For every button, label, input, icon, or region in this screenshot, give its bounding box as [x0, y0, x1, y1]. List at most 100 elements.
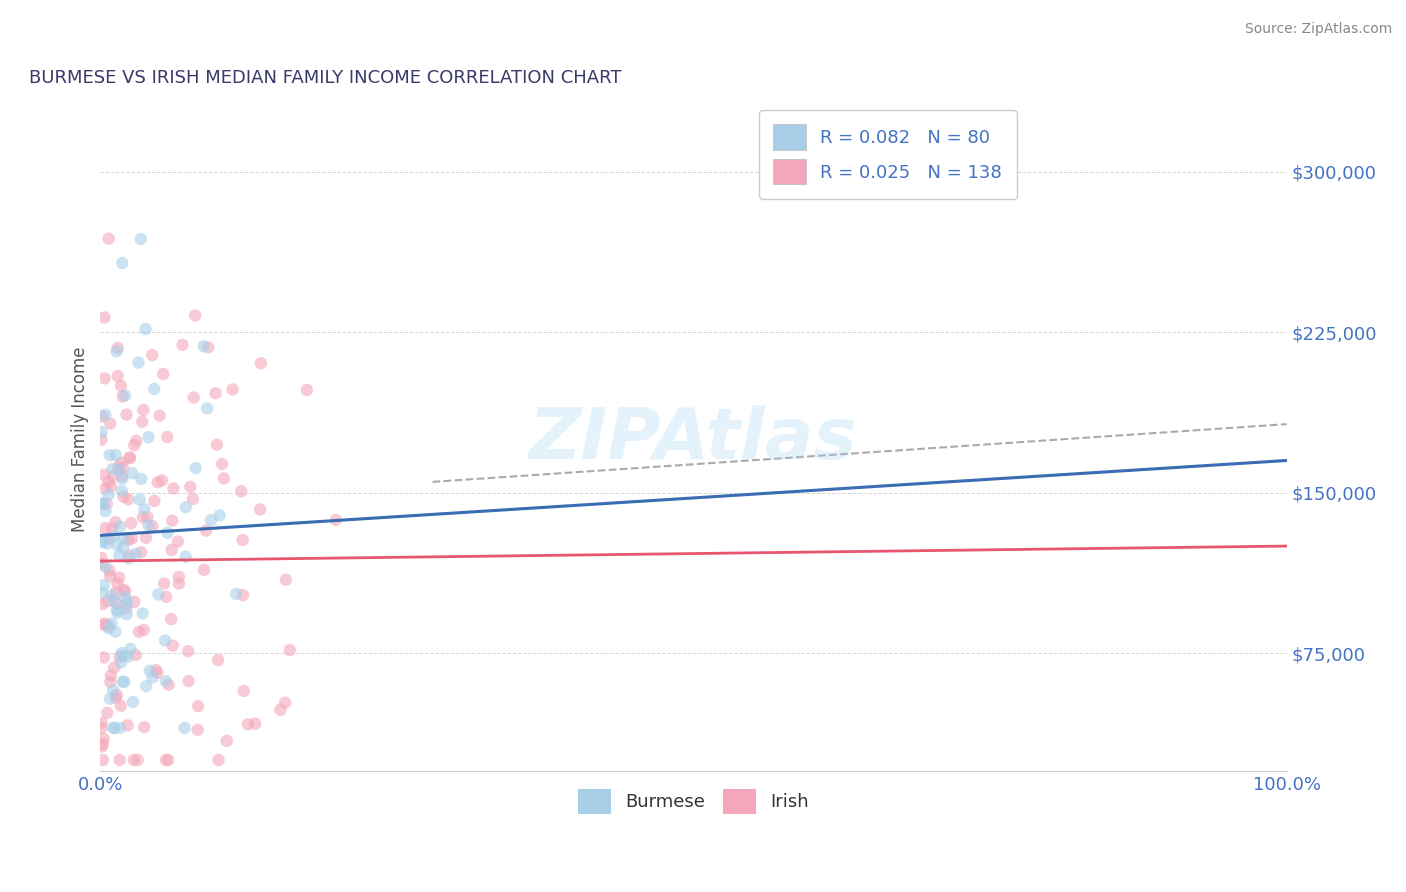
Point: [187, 723, 209, 737]
Point: [232, 533, 254, 547]
Point: [120, 516, 142, 531]
Point: [143, 494, 166, 508]
Point: [148, 587, 170, 601]
Point: [187, 699, 209, 714]
Point: [94, 504, 117, 518]
Point: [162, 514, 184, 528]
Point: [135, 531, 157, 545]
Point: [160, 543, 183, 558]
Point: [122, 695, 145, 709]
Point: [132, 607, 155, 621]
Point: [103, 660, 125, 674]
Point: [134, 502, 156, 516]
Point: [90, 533, 112, 548]
Point: [200, 513, 222, 527]
Point: [181, 491, 204, 506]
Point: [232, 588, 254, 602]
Point: [96, 497, 118, 511]
Point: [118, 450, 141, 465]
Point: [177, 674, 200, 689]
Point: [152, 367, 174, 381]
Point: [155, 674, 177, 689]
Point: [212, 471, 235, 485]
Point: [98, 532, 121, 546]
Point: [207, 753, 229, 767]
Point: [107, 369, 129, 384]
Point: [250, 356, 273, 370]
Point: [146, 665, 169, 680]
Point: [112, 532, 135, 546]
Point: [90, 433, 112, 447]
Point: [132, 403, 155, 417]
Point: [108, 571, 131, 585]
Point: [118, 549, 141, 563]
Point: [111, 483, 134, 498]
Point: [97, 619, 120, 633]
Point: [141, 519, 163, 533]
Point: [111, 674, 134, 689]
Point: [143, 382, 166, 396]
Point: [103, 721, 125, 735]
Point: [134, 720, 156, 734]
Point: [91, 586, 114, 600]
Point: [98, 691, 121, 706]
Point: [141, 670, 163, 684]
Point: [183, 391, 205, 405]
Legend: Burmese, Irish: Burmese, Irish: [571, 781, 815, 822]
Point: [107, 606, 129, 620]
Point: [110, 656, 132, 670]
Point: [93, 578, 115, 592]
Point: [103, 721, 125, 735]
Point: [108, 721, 131, 735]
Point: [121, 466, 143, 480]
Point: [104, 690, 127, 705]
Point: [127, 355, 149, 369]
Point: [101, 521, 124, 535]
Point: [172, 338, 194, 352]
Point: [100, 668, 122, 682]
Point: [135, 679, 157, 693]
Point: [274, 573, 297, 587]
Point: [215, 734, 238, 748]
Point: [197, 340, 219, 354]
Point: [149, 409, 172, 423]
Point: [93, 650, 115, 665]
Point: [205, 438, 228, 452]
Point: [138, 430, 160, 444]
Point: [104, 586, 127, 600]
Point: [162, 639, 184, 653]
Point: [129, 545, 152, 559]
Point: [96, 706, 118, 720]
Point: [236, 717, 259, 731]
Point: [135, 322, 157, 336]
Point: [101, 462, 124, 476]
Point: [128, 492, 150, 507]
Point: [136, 510, 159, 524]
Point: [115, 601, 138, 615]
Point: [112, 541, 135, 555]
Point: [93, 731, 115, 746]
Point: [225, 587, 247, 601]
Point: [325, 513, 347, 527]
Point: [91, 535, 114, 549]
Point: [127, 753, 149, 767]
Point: [98, 417, 121, 431]
Point: [117, 551, 139, 566]
Point: [108, 548, 131, 562]
Point: [139, 664, 162, 678]
Point: [94, 521, 117, 535]
Point: [129, 472, 152, 486]
Point: [112, 674, 135, 689]
Point: [104, 448, 127, 462]
Point: [162, 482, 184, 496]
Point: [132, 623, 155, 637]
Point: [174, 549, 197, 564]
Point: [100, 479, 122, 493]
Point: [125, 547, 148, 561]
Point: [108, 463, 131, 477]
Point: [94, 481, 117, 495]
Point: [91, 739, 114, 754]
Point: [90, 425, 112, 439]
Point: [120, 641, 142, 656]
Point: [115, 607, 138, 622]
